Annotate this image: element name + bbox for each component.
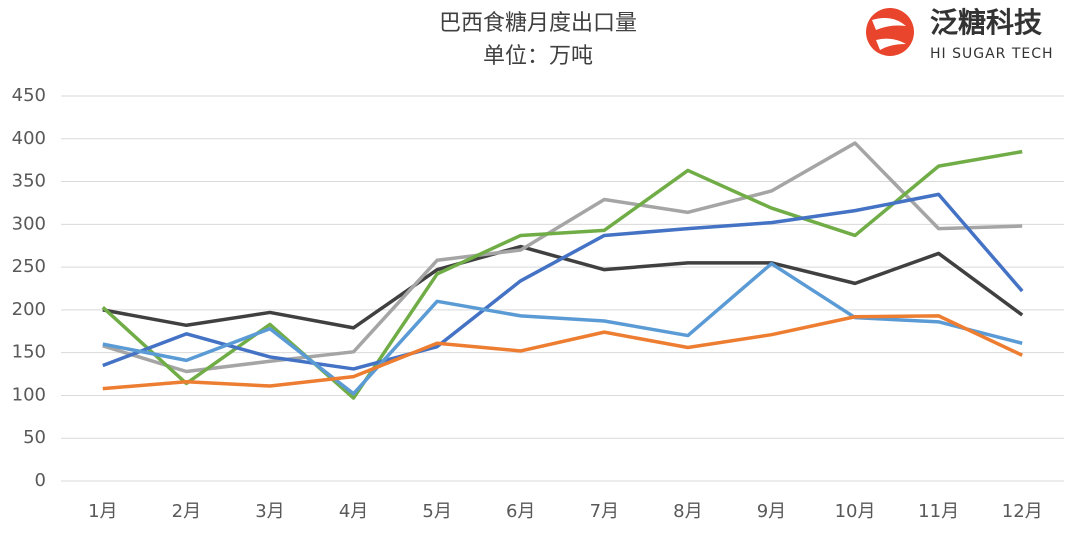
y-tick-label: 250 bbox=[12, 256, 46, 277]
y-tick-label: 100 bbox=[12, 384, 46, 405]
logo-tagline: HI SUGAR TECH bbox=[930, 46, 1054, 62]
x-tick-label: 3月 bbox=[255, 501, 284, 522]
x-tick-label: 6月 bbox=[506, 501, 535, 522]
x-tick-label: 9月 bbox=[757, 501, 786, 522]
x-tick-label: 8月 bbox=[673, 501, 702, 522]
logo-name: 泛糖科技 bbox=[930, 6, 1042, 39]
x-tick-label: 1月 bbox=[88, 501, 117, 522]
logo-icon bbox=[866, 8, 914, 56]
x-tick-label: 12月 bbox=[1002, 501, 1043, 522]
y-tick-label: 200 bbox=[12, 299, 46, 320]
y-tick-label: 0 bbox=[35, 470, 46, 491]
y-tick-label: 450 bbox=[12, 85, 46, 106]
series-line bbox=[101, 149, 1023, 400]
series-line bbox=[102, 314, 1023, 391]
series-line bbox=[102, 192, 1024, 371]
x-tick-label: 2月 bbox=[172, 501, 201, 522]
series-line bbox=[102, 261, 1023, 396]
x-tick-label: 11月 bbox=[918, 501, 959, 522]
y-tick-label: 400 bbox=[12, 128, 46, 149]
x-tick-label: 4月 bbox=[339, 501, 368, 522]
chart-subtitle: 单位：万吨 bbox=[483, 44, 593, 69]
y-tick-label: 350 bbox=[12, 171, 46, 192]
y-tick-label: 150 bbox=[12, 342, 46, 363]
x-tick-label: 5月 bbox=[422, 501, 451, 522]
y-tick-label: 50 bbox=[23, 427, 46, 448]
x-tick-label: 7月 bbox=[590, 501, 619, 522]
series-line bbox=[102, 141, 1023, 374]
x-tick-label: 10月 bbox=[835, 501, 876, 522]
y-tick-label: 300 bbox=[12, 213, 46, 234]
chart-title: 巴西食糖月度出口量 bbox=[439, 11, 637, 36]
